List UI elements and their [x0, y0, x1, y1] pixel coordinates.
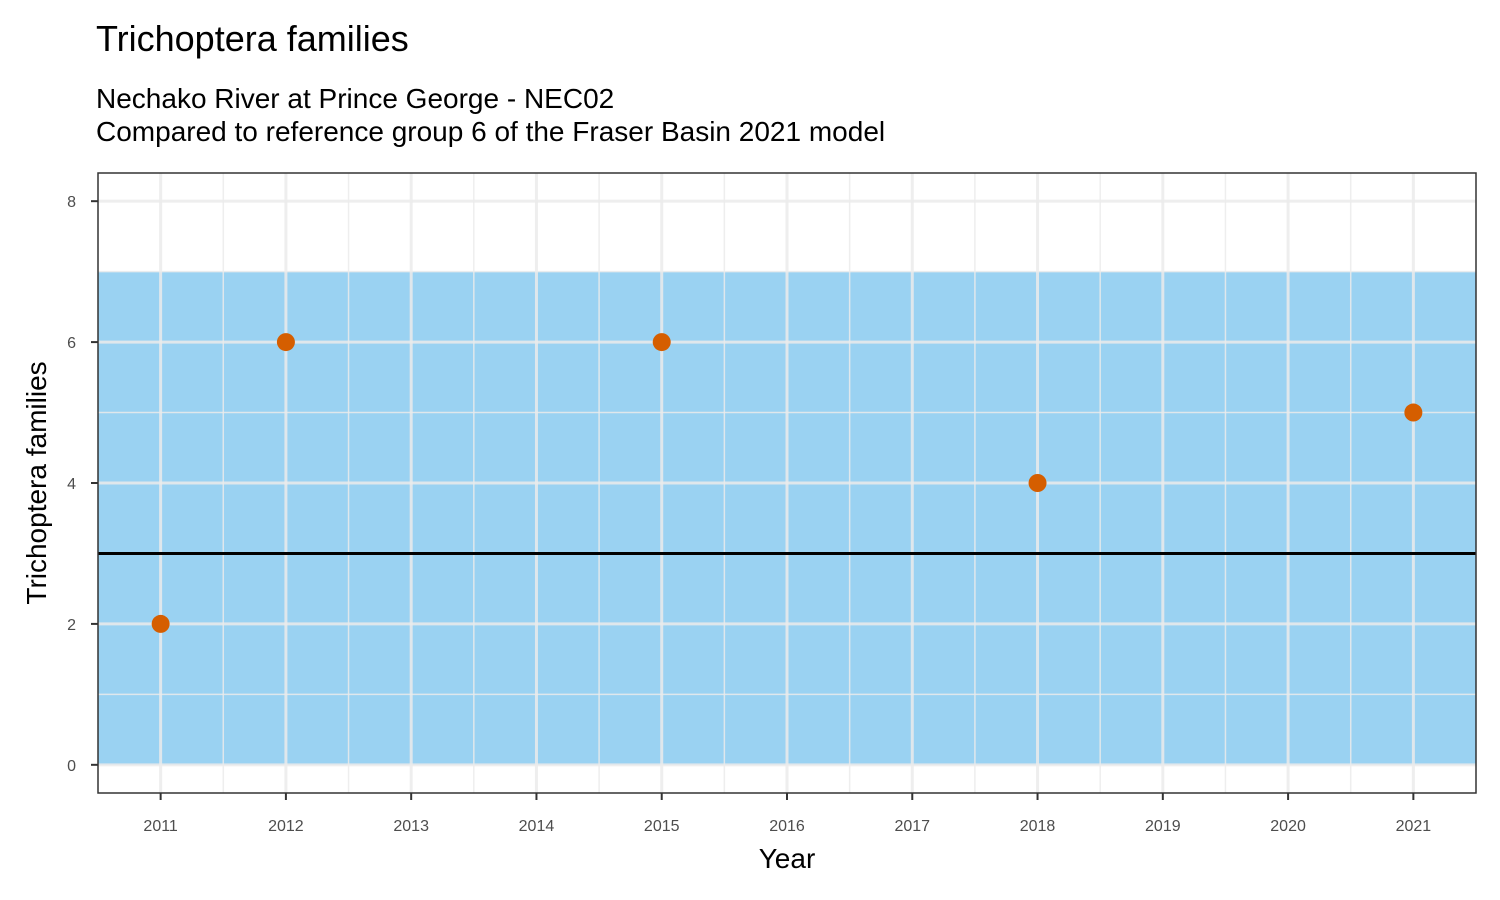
x-tick-label: 2015: [644, 818, 680, 835]
data-point: [151, 614, 170, 633]
data-point: [652, 333, 671, 352]
chart-subtitle-line-2: Compared to reference group 6 of the Fra…: [96, 116, 886, 147]
y-tick-label: 4: [67, 476, 76, 493]
x-tick-label: 2011: [143, 818, 178, 835]
y-tick-label: 8: [67, 194, 76, 211]
y-axis-title: Trichoptera families: [21, 361, 52, 604]
data-point: [1404, 403, 1423, 422]
x-tick-label: 2018: [1020, 818, 1056, 835]
data-point: [276, 333, 295, 352]
x-tick-label: 2021: [1396, 818, 1432, 835]
x-tick-label: 2012: [268, 818, 304, 835]
gridlines: [98, 173, 1476, 793]
data-point: [1028, 474, 1047, 492]
x-tick-label: 2013: [393, 818, 429, 835]
y-tick-label: 0: [67, 758, 76, 775]
x-tick-label: 2020: [1270, 818, 1306, 835]
x-tick-label: 2017: [894, 818, 930, 835]
x-tick-label: 2016: [769, 818, 805, 835]
x-axis-title: Year: [759, 843, 816, 874]
axes: 2011 2012 2013 2014 2015 2016 2017 2018 2019 2020…: [67, 194, 1431, 835]
data-points: [151, 333, 1423, 633]
chart-subtitle-line-1: Nechako River at Prince George - NEC02: [96, 83, 615, 114]
x-tick-label: 2014: [519, 818, 555, 835]
y-tick-label: 2: [67, 617, 76, 634]
y-tick-label: 6: [67, 335, 76, 352]
x-tick-label: 2019: [1145, 818, 1181, 835]
chart-title: Trichoptera families: [96, 18, 409, 59]
